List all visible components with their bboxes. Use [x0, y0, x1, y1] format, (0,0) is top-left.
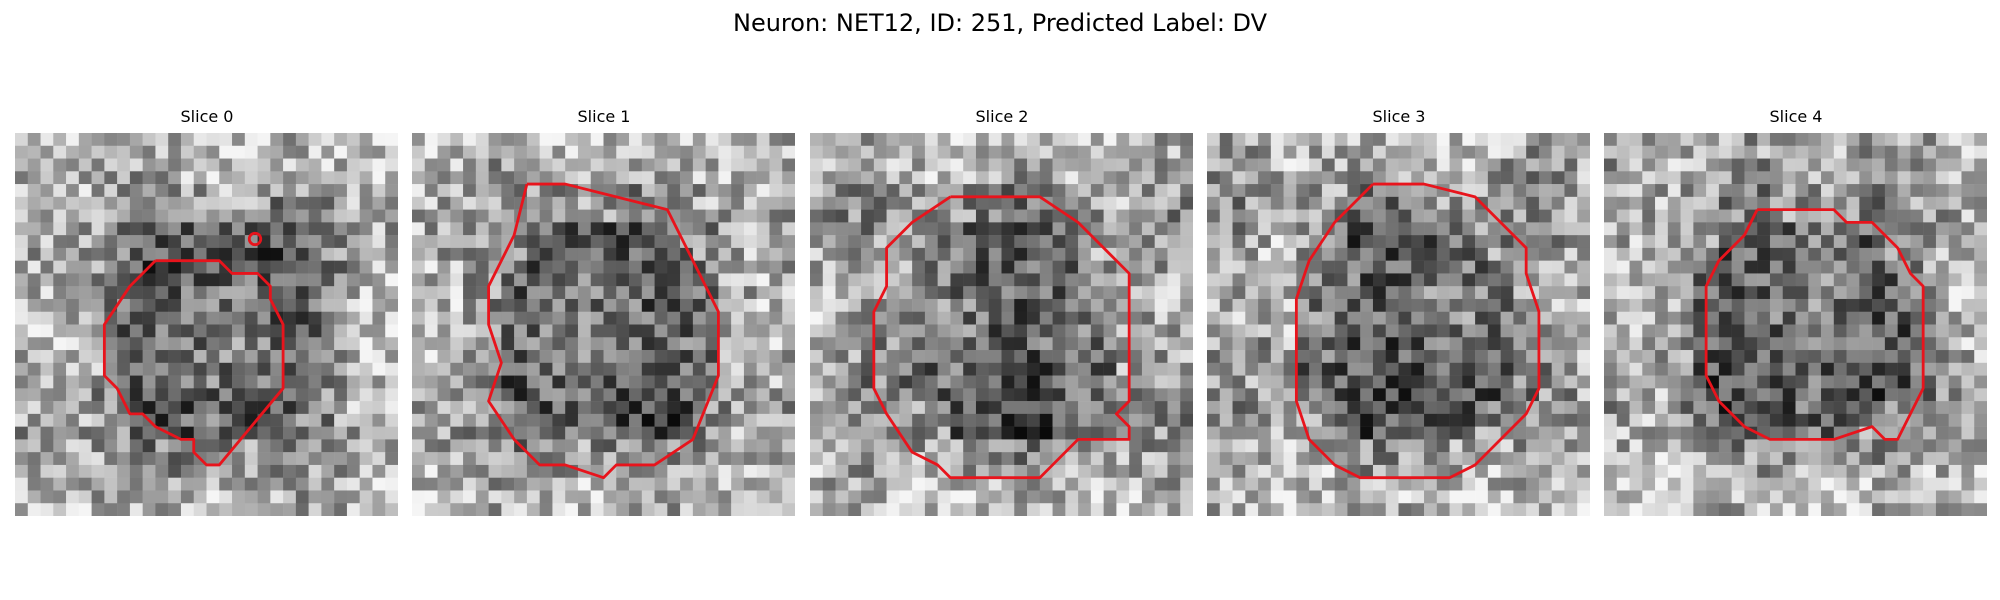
figure-title: Neuron: NET12, ID: 251, Predicted Label:… — [732, 9, 1268, 37]
slice-image — [810, 133, 1193, 516]
segmentation-contour — [1294, 182, 1541, 480]
segmentation-contour — [102, 259, 285, 467]
slice-image — [15, 133, 398, 516]
slice-title: Slice 2 — [975, 107, 1029, 126]
slice-title: Slice 0 — [180, 107, 234, 126]
slice-title: Slice 4 — [1769, 107, 1823, 126]
segmentation-contour — [487, 182, 720, 480]
grayscale-pixel-grid — [1207, 133, 1590, 516]
slice-title: Slice 3 — [1372, 107, 1426, 126]
grayscale-pixel-grid — [810, 133, 1193, 516]
grayscale-pixel-grid — [412, 133, 795, 516]
slice-title: Slice 1 — [577, 107, 631, 126]
segmentation-contour-fragment — [247, 231, 263, 247]
grayscale-pixel-grid — [1604, 133, 1987, 516]
segmentation-contour — [1704, 208, 1925, 441]
slice-image — [1207, 133, 1590, 516]
segmentation-contour — [872, 195, 1131, 480]
slice-image — [1604, 133, 1987, 516]
slice-image — [412, 133, 795, 516]
grayscale-pixel-grid — [15, 133, 398, 516]
